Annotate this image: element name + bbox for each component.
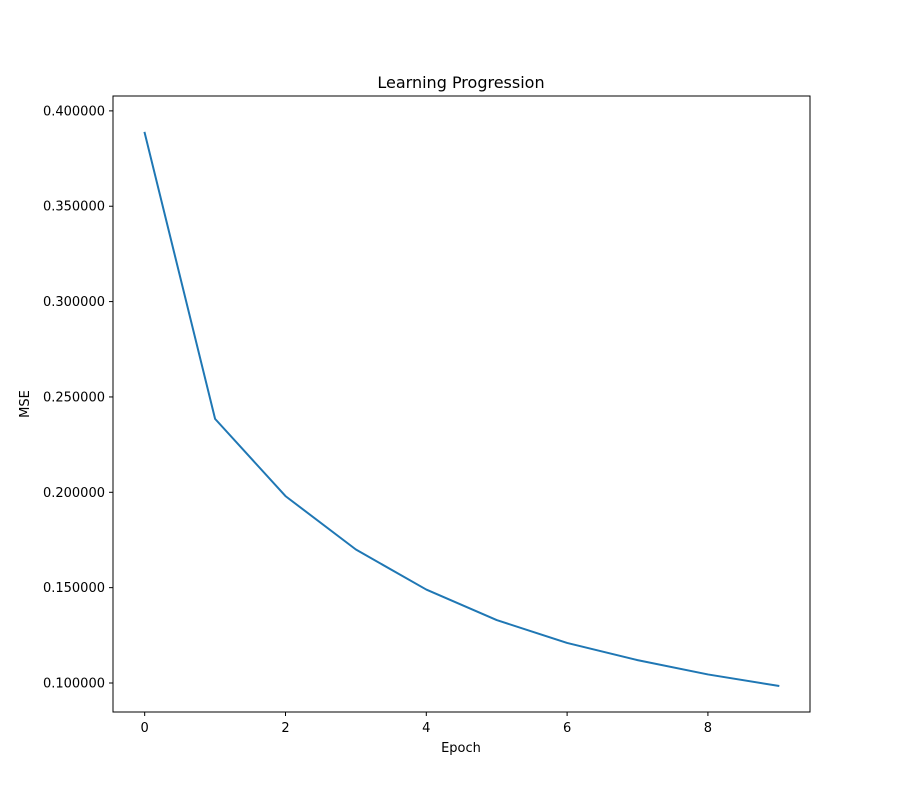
series-line — [143, 131, 780, 688]
y-tick-label: 0.250000 — [43, 390, 105, 405]
x-tick-label: 2 — [281, 721, 289, 736]
y-tick-label: 0.300000 — [43, 295, 105, 310]
y-tick-label: 0.350000 — [43, 200, 105, 215]
x-tick-label: 0 — [141, 721, 149, 736]
y-axis-label: MSE — [18, 390, 33, 418]
plot-area — [112, 95, 811, 713]
x-tick-label: 6 — [563, 721, 571, 736]
y-tick-label: 0.200000 — [43, 486, 105, 501]
x-axis-label: Epoch — [441, 741, 481, 756]
chart-title: Learning Progression — [377, 73, 544, 92]
y-tick-label: 0.100000 — [43, 677, 105, 692]
x-tick-label: 8 — [704, 721, 712, 736]
x-tick-label: 4 — [422, 721, 430, 736]
y-tick-label: 0.150000 — [43, 581, 105, 596]
series-layer — [143, 131, 780, 688]
y-tick-label: 0.400000 — [43, 104, 105, 119]
y-axis: 0.100000 0.150000 0.200000 0.250000 0.300000… — [43, 104, 113, 692]
x-axis: 0 2 4 6 8 — [141, 712, 712, 736]
